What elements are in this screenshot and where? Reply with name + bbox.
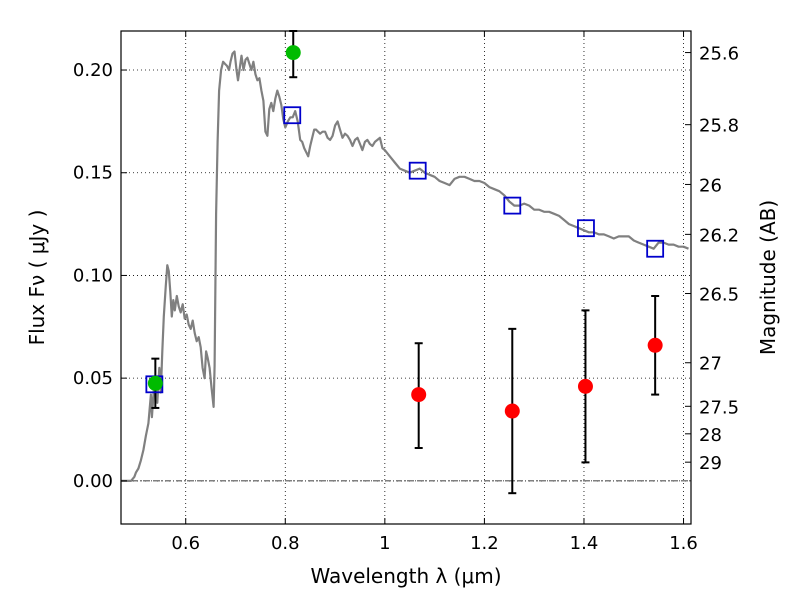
x-tick-label-2: 1 <box>379 533 390 554</box>
y-tick-label-3: 0.15 <box>73 163 113 184</box>
markers <box>145 45 665 419</box>
measurement-point-2-1 <box>285 45 301 61</box>
measurement-point-2-0 <box>147 375 163 391</box>
y-tick-label-0: 0.00 <box>73 471 113 492</box>
plot-frame <box>120 30 692 525</box>
y2-tick-label-0: 25.6 <box>699 44 739 65</box>
model-band-square-5 <box>646 239 665 258</box>
error-bars <box>151 30 660 495</box>
x-tick-label-1: 0.8 <box>271 533 300 554</box>
y2-tick-label-5: 27 <box>699 354 722 375</box>
x-tick-label-0: 0.6 <box>171 533 200 554</box>
y-tick-label-4: 0.20 <box>73 60 113 81</box>
y2-axis-label: Magnitude (AB) <box>756 200 780 355</box>
measurement-point-3-2 <box>577 378 593 394</box>
measurement-point-3-3 <box>647 337 663 353</box>
y2-tick-label-6: 27.5 <box>699 397 739 418</box>
y-axis-label: Flux Fν ( μJy ) <box>25 210 49 346</box>
y2-tick-label-4: 26.5 <box>699 285 739 306</box>
ticks <box>121 31 691 524</box>
x-tick-label-5: 1.6 <box>669 533 698 554</box>
x-tick-label-3: 1.2 <box>470 533 499 554</box>
model-band-square-1 <box>283 106 302 125</box>
y2-tick-label-1: 25.8 <box>699 116 739 137</box>
tick-labels: 0.6 0.8 1 1.2 1.4 1.6 0.00 0.05 0.10 0.15 0.20 25.6… <box>73 44 739 554</box>
y2-tick-label-7: 28 <box>699 425 722 446</box>
model-spectrum <box>121 50 689 482</box>
grid <box>121 31 691 524</box>
y-tick-label-2: 0.10 <box>73 265 113 286</box>
measurement-point-3-0 <box>411 387 427 403</box>
y-tick-label-1: 0.05 <box>73 368 113 389</box>
x-tick-label-4: 1.4 <box>570 533 599 554</box>
model-band-square-4 <box>577 219 595 238</box>
y2-tick-label-8: 29 <box>699 453 722 474</box>
x-axis-label: Wavelength λ (μm) <box>310 564 501 588</box>
model-spectrum-line <box>121 50 689 482</box>
y2-tick-label-2: 26 <box>699 175 722 196</box>
measurement-point-3-1 <box>504 403 520 419</box>
model-band-square-3 <box>503 196 522 215</box>
model-band-square-2 <box>408 161 427 180</box>
y2-tick-label-3: 26.2 <box>699 225 739 246</box>
